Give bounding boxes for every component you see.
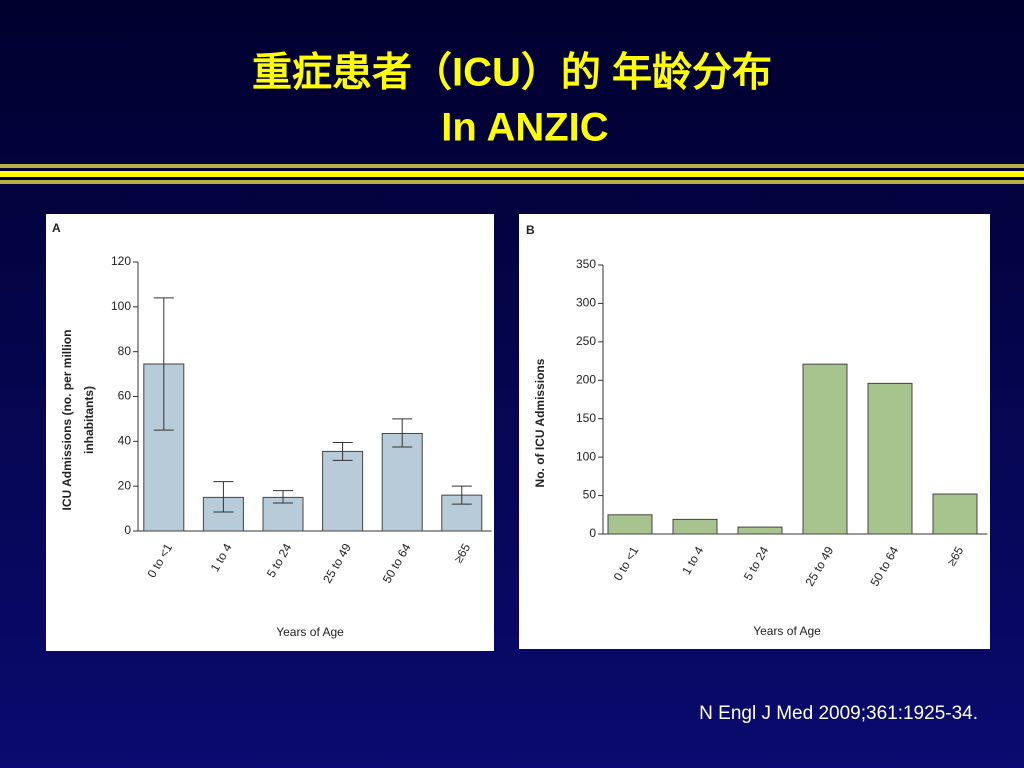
y-tick-label: 100 bbox=[111, 299, 131, 313]
y-tick-label: 250 bbox=[576, 334, 596, 348]
y-tick-label: 120 bbox=[111, 254, 131, 268]
y-axis-label: No. of ICU Admissions bbox=[533, 358, 547, 487]
bar bbox=[672, 518, 718, 535]
citation: N Engl J Med 2009;361:1925-34. bbox=[699, 703, 978, 724]
y-tick-label: 0 bbox=[589, 526, 596, 540]
y-axis-label: inhabitants) bbox=[82, 386, 96, 454]
error-bar bbox=[213, 481, 234, 513]
bar bbox=[802, 363, 848, 535]
y-tick-label: 40 bbox=[118, 434, 132, 448]
y-axis-label: ICU Admissions (no. per million bbox=[60, 330, 74, 511]
error-bar bbox=[332, 441, 353, 461]
error-bar bbox=[451, 485, 472, 505]
panel-label: A bbox=[52, 221, 61, 235]
y-tick-label: 300 bbox=[576, 296, 596, 310]
slide-subtitle: In ANZIC bbox=[441, 106, 608, 150]
y-tick-label: 150 bbox=[576, 411, 596, 425]
y-tick-label: 60 bbox=[118, 389, 132, 403]
bar bbox=[322, 450, 364, 532]
y-tick-label: 100 bbox=[576, 449, 596, 463]
panel-label: B bbox=[526, 223, 535, 237]
y-tick-label: 350 bbox=[576, 257, 596, 271]
divider bbox=[0, 180, 1024, 184]
y-tick-label: 80 bbox=[118, 344, 132, 358]
bar bbox=[381, 432, 423, 532]
y-tick-label: 20 bbox=[118, 478, 132, 492]
y-tick-label: 0 bbox=[124, 523, 131, 537]
slide-title: 重症患者（ICU）的 年龄分布 bbox=[252, 51, 772, 95]
error-bar bbox=[273, 490, 293, 504]
panel bbox=[519, 214, 990, 649]
divider bbox=[0, 171, 1024, 177]
panel bbox=[46, 214, 494, 651]
bar bbox=[867, 382, 913, 535]
bar bbox=[737, 526, 783, 535]
bar bbox=[607, 514, 653, 535]
x-axis-label: Years of Age bbox=[276, 625, 344, 639]
divider bbox=[0, 164, 1024, 168]
bar bbox=[932, 493, 978, 535]
y-tick-label: 50 bbox=[583, 488, 597, 502]
x-axis-label: Years of Age bbox=[753, 624, 821, 638]
error-bar bbox=[153, 297, 174, 431]
y-tick-label: 200 bbox=[576, 372, 596, 386]
error-bar bbox=[392, 418, 413, 448]
